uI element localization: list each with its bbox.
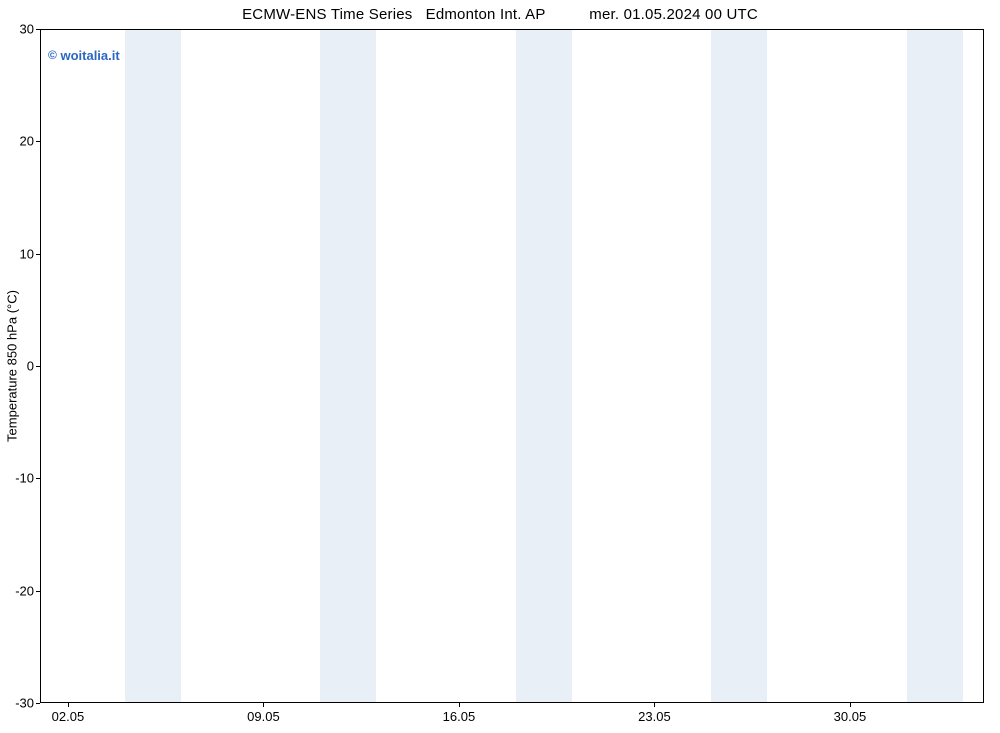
- y-tick-label: -20: [4, 583, 34, 598]
- weekend-band: [907, 30, 963, 702]
- y-tick-mark: [36, 141, 40, 142]
- y-tick-mark: [36, 29, 40, 30]
- x-tick-label: 23.05: [638, 709, 671, 724]
- y-tick-label: 30: [4, 22, 34, 37]
- x-tick-mark: [850, 703, 851, 707]
- weekend-band: [125, 30, 181, 702]
- x-tick-mark: [654, 703, 655, 707]
- title-segment-datetime: mer. 01.05.2024 00 UTC: [589, 6, 758, 23]
- title-segment-location: Edmonton Int. AP: [426, 6, 546, 23]
- x-tick-label: 02.05: [52, 709, 85, 724]
- y-tick-label: -10: [4, 471, 34, 486]
- y-tick-mark: [36, 591, 40, 592]
- x-tick-label: 30.05: [834, 709, 867, 724]
- y-tick-mark: [36, 366, 40, 367]
- y-tick-label: 0: [4, 359, 34, 374]
- chart-title: ECMW-ENS Time Series Edmonton Int. AP me…: [0, 6, 1000, 23]
- x-tick-mark: [263, 703, 264, 707]
- y-tick-mark: [36, 254, 40, 255]
- y-tick-label: 10: [4, 246, 34, 261]
- x-tick-label: 09.05: [247, 709, 280, 724]
- weekend-band: [711, 30, 767, 702]
- x-tick-label: 16.05: [443, 709, 476, 724]
- y-tick-mark: [36, 703, 40, 704]
- copyright-icon: ©: [48, 48, 57, 62]
- weekend-band: [516, 30, 572, 702]
- y-tick-mark: [36, 478, 40, 479]
- weekend-band: [320, 30, 376, 702]
- chart-container: { "chart": { "type": "line", "title_segm…: [0, 0, 1000, 733]
- x-tick-mark: [459, 703, 460, 707]
- x-tick-mark: [68, 703, 69, 707]
- y-tick-label: 20: [4, 134, 34, 149]
- y-tick-label: -30: [4, 696, 34, 711]
- title-segment-source: ECMW-ENS Time Series: [242, 6, 412, 23]
- watermark-text: woitalia.it: [60, 48, 119, 63]
- watermark: © woitalia.it: [48, 48, 120, 63]
- plot-area: [40, 29, 984, 703]
